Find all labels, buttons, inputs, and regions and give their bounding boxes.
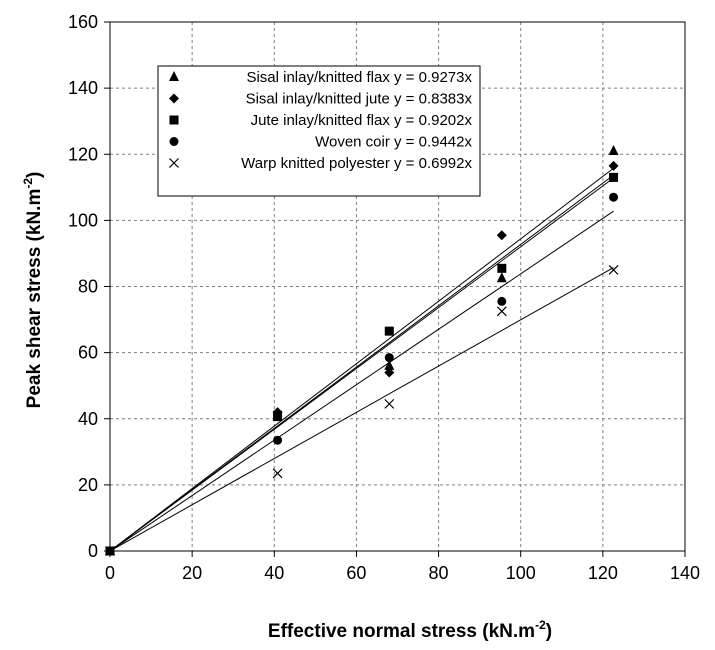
legend-equation: y = 0.9273x: [394, 69, 472, 86]
legend-marker: [169, 137, 179, 146]
x-tick-label: 140: [670, 563, 700, 583]
trendline: [109, 177, 614, 552]
data-point: [608, 144, 619, 155]
y-tick-label: 40: [78, 409, 98, 429]
legend-entry: Warp knitted polyester y = 0.6992x: [241, 155, 472, 172]
x-tick-label: 60: [346, 563, 366, 583]
data-point: [272, 468, 283, 479]
legend-entry: Sisal inlay/knitted flax y = 0.9273x: [246, 69, 472, 86]
trendlines: [109, 167, 614, 552]
data-point: [497, 296, 507, 306]
data-points: [105, 144, 619, 556]
tick-labels: 0 20 40 60 80 100 120 140 0 20 40 60 80 100 120 140 160: [68, 12, 700, 583]
legend-equation: y = 0.9442x: [394, 134, 472, 151]
legend: Sisal inlay/knitted flax y = 0.9273xSisa…: [157, 65, 481, 197]
data-point: [608, 265, 619, 275]
data-point: [384, 359, 395, 370]
data-point: [609, 172, 619, 182]
x-tick-label: 120: [588, 563, 618, 583]
legend-series-name: Sisal inlay/knitted flax: [246, 69, 394, 86]
y-tick-label: 160: [68, 12, 98, 32]
x-tick-label: 100: [506, 563, 536, 583]
x-tick-label: 20: [182, 563, 202, 583]
legend-entry: Woven coir y = 0.9442x: [315, 134, 472, 151]
x-axis-title: Effective normal stress (kN.m-2): [268, 618, 552, 642]
y-tick-label: 0: [88, 541, 98, 561]
legend-marker: [169, 71, 179, 81]
y-tick-label: 100: [68, 210, 98, 230]
legend-series-name: Jute inlay/knitted flax: [251, 112, 394, 129]
data-point: [497, 263, 507, 273]
legend-entry: Jute inlay/knitted flax y = 0.9202x: [251, 112, 473, 129]
data-point: [384, 353, 394, 363]
y-axis-title: Peak shear stress (kN.m-2): [21, 172, 45, 409]
legend-equation: y = 0.9202x: [394, 112, 472, 129]
y-tick-label: 20: [78, 475, 98, 495]
data-point: [273, 435, 283, 445]
y-tick-label: 80: [78, 277, 98, 297]
y-axis-title-sup: -2: [21, 178, 35, 189]
data-point: [273, 410, 283, 420]
trendline: [109, 210, 614, 552]
x-tick-label: 0: [105, 563, 115, 583]
axes: [104, 21, 686, 557]
legend-marker: [169, 158, 179, 168]
x-tick-label: 80: [429, 563, 449, 583]
trendline: [109, 167, 614, 552]
legend-equation: y = 0.8383x: [394, 91, 472, 108]
data-point: [384, 398, 395, 409]
y-tick-label: 120: [68, 144, 98, 164]
y-tick-label: 60: [78, 343, 98, 363]
data-point: [384, 326, 394, 336]
data-point: [496, 306, 507, 317]
trendline: [109, 267, 614, 552]
legend-equation: y = 0.6992x: [394, 155, 472, 172]
legend-series-name: Warp knitted polyester: [241, 155, 394, 172]
data-point: [496, 230, 507, 241]
legend-entry: Sisal inlay/knitted jute y = 0.8383x: [246, 91, 473, 108]
legend-series-name: Sisal inlay/knitted jute: [246, 91, 394, 108]
legend-series-name: Woven coir: [315, 134, 394, 151]
legend-marker: [169, 115, 179, 125]
data-point: [496, 272, 507, 283]
data-point: [384, 367, 395, 378]
data-point: [609, 192, 619, 202]
x-tick-label: 40: [264, 563, 284, 583]
y-tick-label: 140: [68, 78, 98, 98]
legend-box: [157, 65, 481, 197]
x-axis-title-sup: -2: [535, 618, 546, 632]
data-point: [608, 160, 619, 171]
legend-marker: [169, 93, 179, 104]
